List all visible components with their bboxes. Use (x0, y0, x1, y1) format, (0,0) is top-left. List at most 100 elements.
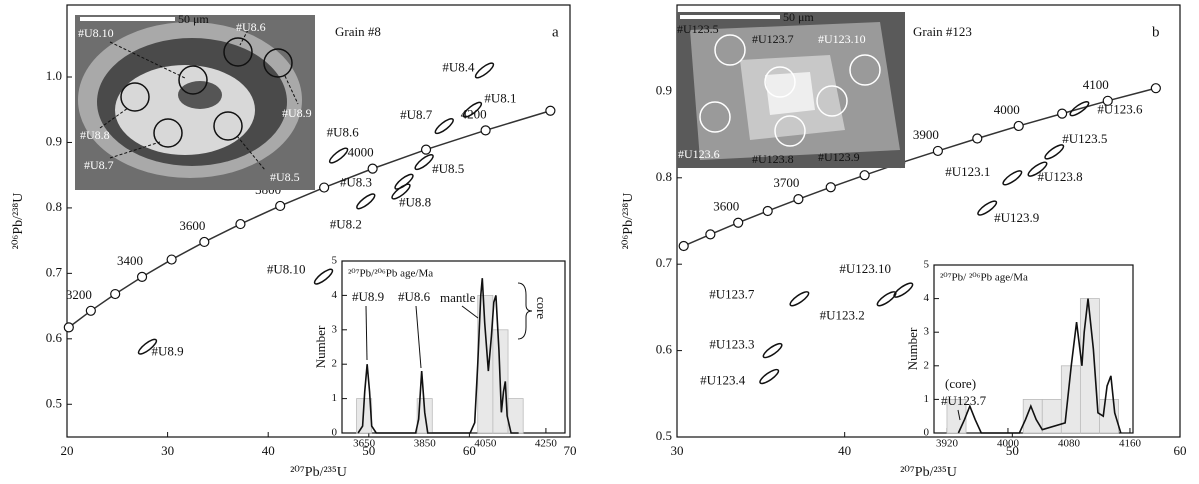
x-tick-label: 4000 (997, 438, 1020, 450)
spot-label: #U8.1 (484, 91, 516, 106)
concordia-marker (200, 237, 209, 246)
age-label: 3400 (117, 253, 143, 268)
y-tick-label: 4 (332, 289, 338, 301)
spot-label: #U123.9 (994, 210, 1039, 225)
spot-label: #U8.7 (400, 107, 433, 122)
y-tick-label: 0.8 (656, 169, 672, 184)
spot-label: #U8.10 (267, 262, 306, 277)
y-tick-label: 0.9 (46, 133, 62, 148)
concordia-marker (860, 171, 869, 180)
x-tick-label: 3650 (353, 438, 376, 450)
micrograph: 50 μm #U8.10 #U8.6 #U8.9 #U8.8 #U8.7 #U8… (75, 12, 315, 190)
x-axis-label: ²⁰⁷Pb/²³⁵U (290, 465, 347, 480)
y-tick-label: 0 (924, 427, 930, 439)
concordia-marker (64, 323, 73, 332)
y-tick-label: 0.8 (46, 199, 62, 214)
x-tick-label: 70 (564, 443, 577, 458)
age-label: 3900 (913, 127, 939, 142)
concordia-marker (933, 146, 942, 155)
spot-label: #U123.7 (752, 32, 794, 46)
spot-label: #U123.8 (1037, 169, 1082, 184)
spot-label: #U8.6 (327, 125, 360, 140)
concordia-marker (734, 218, 743, 227)
annotation: #U8.9 (352, 289, 384, 304)
concordia-marker (1151, 84, 1160, 93)
panel-letter: a (552, 24, 559, 40)
y-tick-label: 0.7 (656, 255, 673, 270)
spot-label: #U123.2 (820, 308, 865, 323)
annotation: #U123.7 (941, 393, 987, 408)
annotation: #U8.6 (398, 289, 431, 304)
spot-label: #U123.10 (818, 32, 866, 46)
y-tick-label: 4 (924, 292, 930, 304)
concordia-marker (794, 195, 803, 204)
x-tick-label: 4160 (1119, 438, 1142, 450)
age-label: 4000 (994, 102, 1020, 117)
spot-label: #U123.8 (752, 152, 794, 166)
figure: 2030405060700.50.60.70.80.91.0²⁰⁷Pb/²³⁵U… (0, 0, 1199, 484)
annotation: core (534, 297, 549, 320)
concordia-marker (763, 206, 772, 215)
panel-letter: b (1152, 24, 1160, 40)
concordia-marker (368, 164, 377, 173)
spot-label: #U8.5 (270, 170, 300, 184)
age-label: 3600 (713, 199, 739, 214)
spot-label: #U8.5 (432, 161, 464, 176)
spot-label: #U123.7 (709, 287, 755, 302)
x-axis-label: ²⁰⁷Pb/²³⁵U (900, 465, 957, 480)
y-axis-label: ²⁰⁶Pb/²³⁸U (11, 193, 26, 250)
age-label: 3600 (179, 218, 205, 233)
plot-frame (342, 261, 565, 433)
x-tick-label: 30 (671, 443, 684, 458)
x-tick-label: 20 (61, 443, 74, 458)
page: 2030405060700.50.60.70.80.91.0²⁰⁷Pb/²³⁵U… (0, 0, 1199, 484)
concordia-marker (422, 145, 431, 154)
spot-label: #U123.5 (1062, 131, 1107, 146)
age-label: 3700 (773, 175, 799, 190)
spot-label: #U123.3 (709, 337, 754, 352)
grain-feature (178, 81, 222, 109)
age-label: 3200 (66, 287, 92, 302)
concordia-marker (679, 241, 688, 250)
spot-label: #U8.3 (340, 175, 372, 190)
spot-label: #U123.5 (677, 22, 719, 36)
spot-label: #U123.4 (700, 373, 746, 388)
y-tick-label: 3 (924, 326, 930, 338)
y-tick-label: 0.7 (46, 264, 63, 279)
spot-label: #U123.9 (818, 150, 860, 164)
x-axis-label: ²⁰⁷Pb/ ²⁰⁶Pb age/Ma (940, 272, 1028, 284)
age-label: 4100 (1083, 77, 1109, 92)
y-tick-label: 0.5 (656, 428, 672, 443)
y-tick-label: 5 (924, 259, 930, 271)
concordia-marker (236, 220, 245, 229)
y-tick-label: 1 (332, 392, 338, 404)
y-tick-label: 2 (924, 359, 930, 371)
grain-core (115, 65, 255, 155)
y-tick-label: 1.0 (46, 68, 62, 83)
concordia-marker (706, 230, 715, 239)
concordia-marker (481, 126, 490, 135)
concordia-marker (276, 201, 285, 210)
spot-label: #U8.7 (84, 158, 114, 172)
concordia-marker (1058, 109, 1067, 118)
y-tick-label: 0 (332, 427, 338, 439)
annotation: (core) (945, 376, 976, 391)
y-tick-label: 0.5 (46, 395, 62, 410)
spot-label: #U123.6 (678, 147, 720, 161)
concordia-marker (167, 255, 176, 264)
x-axis-label: ²⁰⁷Pb/²⁰⁶Pb age/Ma (348, 268, 433, 280)
scale-label: 50 μm (783, 10, 814, 24)
y-tick-label: 0.9 (656, 82, 672, 97)
x-tick-label: 4050 (474, 438, 497, 450)
spot-label: #U8.2 (330, 216, 362, 231)
concordia-marker (973, 134, 982, 143)
histogram-bar (1042, 399, 1061, 433)
concordia-marker (138, 272, 147, 281)
y-tick-label: 1 (924, 393, 930, 405)
spot-label: #U8.8 (399, 195, 431, 210)
x-tick-label: 40 (838, 443, 851, 458)
x-tick-label: 40 (262, 443, 275, 458)
spot-label: #U8.9 (282, 106, 312, 120)
spot-label: #U8.9 (151, 344, 183, 359)
spot-label: #U123.10 (839, 261, 891, 276)
